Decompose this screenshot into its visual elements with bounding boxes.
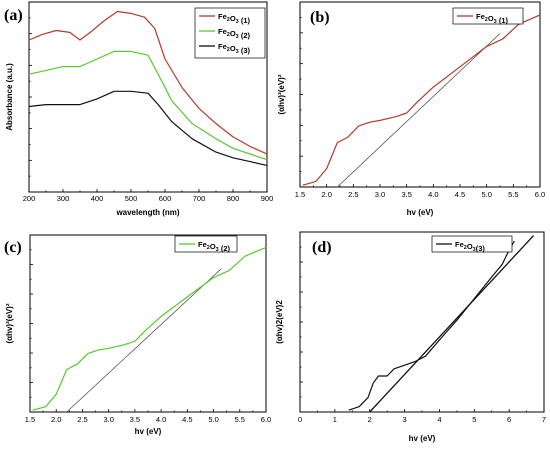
panel-c: 1.5 2.0 2.5 3.0 3.5 4.0 4.5 5.0 5.5 6.0 hv (eV) (αh… [4,234,271,436]
x-tick-label: 3.5 [130,415,140,424]
legend-label: Fe2O3(3) [455,240,485,253]
x-tick-label: 4.0 [156,415,166,424]
y-axis-label: (αhv)2(eV)2 [275,300,284,344]
series-line [28,10,268,155]
x-tick-label: 6.0 [535,190,545,199]
series-line [28,50,268,161]
series-line [32,246,267,411]
panel-label: (b) [310,9,330,26]
x-tick-label: 400 [91,194,104,203]
x-tick-label: 6.0 [261,415,271,424]
x-tick-label: 300 [57,194,70,203]
panel-label: (a) [4,7,23,24]
x-tick-label: 800 [227,194,240,203]
plot-frame [299,231,545,413]
x-tick-label: 4.0 [428,190,438,199]
x-tick-label: 5 [472,415,476,424]
x-tick-label: 2.5 [348,190,358,199]
x-tick-label: 3 [402,415,406,424]
y-axis-label: (αhv)²(eV)² [277,74,286,114]
panel-a: 200 300 400 500 600 700 800 900 wavelength (nm) A… [4,1,274,217]
x-tick-label: 500 [125,194,138,203]
x-tick-label: 2 [368,415,372,424]
x-axis-label: hv (eV) [407,208,434,217]
panel-b: 1.5 2.0 2.5 3.0 3.5 4.0 4.5 5.0 5.5 6.0 hv (eV) (αh… [277,1,545,217]
x-tick-label: 4.5 [182,415,192,424]
x-tick-label: 2.0 [51,415,61,424]
x-axis-label: hv (eV) [135,427,162,436]
plot-frame [29,234,267,413]
legend-label: Fe2O3 (1) [218,12,250,25]
y-axis-label: (αhv)²(eV)² [5,303,14,343]
x-tick-label: 700 [193,194,206,203]
panel-label: (d) [312,239,332,256]
x-tick-label: 0 [298,415,302,424]
series-line [348,240,515,411]
x-tick-label: 1.5 [295,190,305,199]
plot-frame [299,1,541,188]
x-tick-label: 2.5 [77,415,87,424]
x-tick-label: 4 [437,415,441,424]
legend-box [452,7,524,25]
legend-box [174,235,238,253]
x-tick-label: 2.0 [321,190,331,199]
x-tick-label: 5.0 [208,415,218,424]
legend-label: Fe2O3 (2) [218,27,250,40]
x-tick-label: 3.0 [375,190,385,199]
x-tick-label: 3.0 [103,415,113,424]
x-tick-label: 6 [507,415,511,424]
x-tick-label: 4.5 [455,190,465,199]
x-tick-label: 600 [159,194,172,203]
series-line [28,90,268,166]
tangent-fit-line [369,235,535,413]
panel-d: 0 1 2 3 4 5 6 7 hv (eV) (αhv)2(eV)2 (d) Fe2O3(3) [275,231,546,443]
legend-label: Fe2O3 (2) [198,240,230,253]
x-tick-label: 5.5 [235,415,245,424]
x-axis-label: wavelength (nm) [115,208,179,217]
x-tick-label: 5.5 [508,190,518,199]
legend-label: Fe2O3 (3) [218,42,250,55]
y-axis-label: Absorbance (a.u.) [5,63,14,131]
x-tick-label: 1 [333,415,337,424]
x-tick-label: 3.5 [401,190,411,199]
legend-label: Fe2O3 (1) [476,12,508,25]
x-tick-label: 200 [23,194,36,203]
x-tick-label: 7 [542,415,546,424]
legend-box [431,235,513,253]
series-line [302,14,541,186]
x-tick-label: 5.0 [481,190,491,199]
x-axis-label: hv (eV) [409,434,436,443]
tangent-fit-line [337,33,501,188]
x-tick-label: 1.5 [25,415,35,424]
tangent-fit-line [66,268,222,413]
x-tick-label: 900 [261,194,274,203]
panel-label: (c) [4,239,22,256]
